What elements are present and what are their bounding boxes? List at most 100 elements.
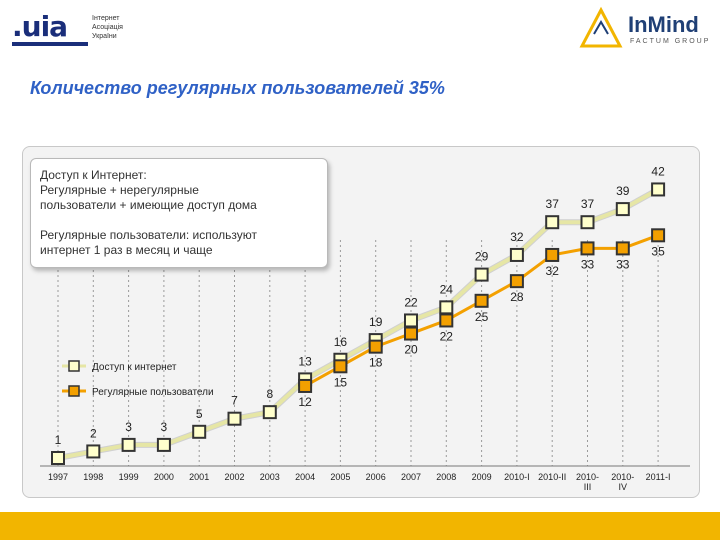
uia-logo-line-2: Асоціація (92, 24, 123, 31)
marker-regular (474, 293, 489, 308)
marker-regular (615, 241, 630, 256)
note-box (30, 158, 328, 268)
data-label: 33 (581, 257, 595, 271)
marker-access (227, 411, 242, 426)
x-tick-label: 2002 (224, 472, 244, 482)
marker-access (51, 451, 65, 465)
data-label: 32 (546, 264, 560, 278)
note-line-5: интернет 1 раз в месяц и чаще (40, 243, 213, 257)
marker-regular (580, 241, 595, 256)
x-tick-label: 1998 (83, 472, 103, 482)
data-label: 3 (125, 420, 132, 434)
x-tick-label: IV (619, 482, 628, 492)
data-label: 8 (266, 387, 273, 401)
legend: Доступ к интернет Регулярные пользователи (62, 360, 214, 398)
marker-access (651, 182, 666, 197)
x-tick-label: 1997 (48, 472, 68, 482)
x-tick-label: III (584, 482, 592, 492)
marker-regular (439, 313, 454, 328)
uia-logo-mark: .uia (12, 10, 68, 43)
x-tick-label: 2010-II (538, 472, 566, 482)
inmind-triangle-icon (579, 6, 623, 48)
uia-logo-line-1: Інтернет (92, 15, 120, 22)
legend-label: Регулярные пользователи (92, 387, 214, 398)
legend-label: Доступ к интернет (92, 362, 177, 373)
uia-logo-subtitle: Інтернет Асоціація України (92, 14, 152, 41)
data-label: 2 (90, 426, 97, 440)
legend-marker (68, 385, 80, 397)
uia-logo-underline (12, 42, 88, 46)
note-line-2: Регулярные + нерегулярные (40, 183, 199, 197)
marker-regular (333, 359, 348, 374)
marker-access (509, 247, 524, 262)
data-label: 35 (651, 244, 665, 258)
x-tick-label: 2007 (401, 472, 421, 482)
series-markers (51, 182, 666, 465)
marker-access (156, 437, 171, 452)
x-tick-label: 2004 (295, 472, 315, 482)
data-label: 37 (581, 197, 595, 211)
marker-access (121, 437, 136, 452)
marker-access (474, 267, 489, 282)
x-tick-label: 2009 (472, 472, 492, 482)
data-label: 39 (616, 184, 630, 198)
page-title: Количество регулярных пользователей 35% (30, 78, 445, 98)
marker-access (192, 424, 207, 439)
x-tick-label: 2000 (154, 472, 174, 482)
data-label: 24 (440, 282, 454, 296)
tick-labels: 1997 1998 1999 2000 2001 2002 2003 2004 2005 2006… (48, 472, 671, 492)
data-label: 42 (651, 164, 665, 178)
marker-access (580, 215, 595, 230)
x-tick-label: 2006 (366, 472, 386, 482)
data-label: 33 (616, 257, 630, 271)
uia-logo-mark-text: .uia (12, 10, 68, 43)
uia-logo: .uia Інтернет Асоціація України (12, 8, 152, 48)
data-label: 20 (404, 343, 418, 357)
inmind-logo: InMind FACTUM GROUP (578, 6, 718, 52)
data-label: 29 (475, 250, 489, 264)
data-label: 13 (298, 354, 312, 368)
x-tick-label: 2011-I (646, 472, 671, 482)
x-tick-label: 2010- (576, 472, 599, 482)
data-label: 18 (369, 356, 383, 370)
header: .uia Інтернет Асоціація України InMind F… (0, 0, 720, 62)
data-label: 12 (298, 395, 312, 409)
marker-access (439, 300, 454, 315)
data-label: 22 (440, 329, 454, 343)
data-label: 32 (510, 230, 524, 244)
x-tick-label: 2003 (260, 472, 280, 482)
data-label: 37 (546, 197, 560, 211)
x-tick-label: 2008 (436, 472, 456, 482)
grid-layer (40, 240, 690, 467)
legend-marker (68, 360, 80, 372)
data-label: 16 (334, 335, 348, 349)
marker-access (545, 215, 560, 230)
data-label: 22 (404, 295, 418, 309)
note-line-3: пользователи + имеющие доступ дома (40, 198, 257, 212)
data-label: 28 (510, 290, 524, 304)
x-tick-label: 1999 (119, 472, 139, 482)
data-label: 19 (369, 315, 383, 329)
x-tick-label: 2010- (611, 472, 634, 482)
marker-access (262, 405, 277, 420)
marker-regular (651, 228, 666, 243)
inmind-tagline: FACTUM GROUP (630, 38, 711, 45)
bottom-bar (0, 512, 720, 540)
marker-regular (368, 339, 383, 354)
data-label: 1 (55, 433, 62, 447)
data-label: 3 (161, 420, 168, 434)
marker-regular (404, 326, 418, 341)
marker-access (615, 202, 630, 217)
note-line-4: Регулярные пользователи: используют (40, 228, 258, 242)
marker-regular (509, 274, 524, 289)
data-label: 5 (196, 407, 203, 421)
marker-access (404, 313, 418, 328)
marker-access (86, 444, 101, 459)
marker-regular (545, 247, 560, 262)
note-line-1: Доступ к Интернет: (40, 168, 147, 182)
inmind-name: InMind (628, 12, 699, 37)
data-label: 25 (475, 310, 489, 324)
x-tick-label: 2005 (330, 472, 350, 482)
